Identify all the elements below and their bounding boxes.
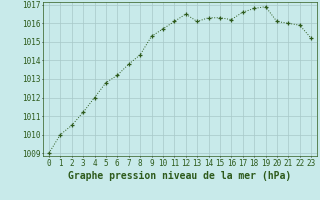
X-axis label: Graphe pression niveau de la mer (hPa): Graphe pression niveau de la mer (hPa) — [68, 171, 292, 181]
